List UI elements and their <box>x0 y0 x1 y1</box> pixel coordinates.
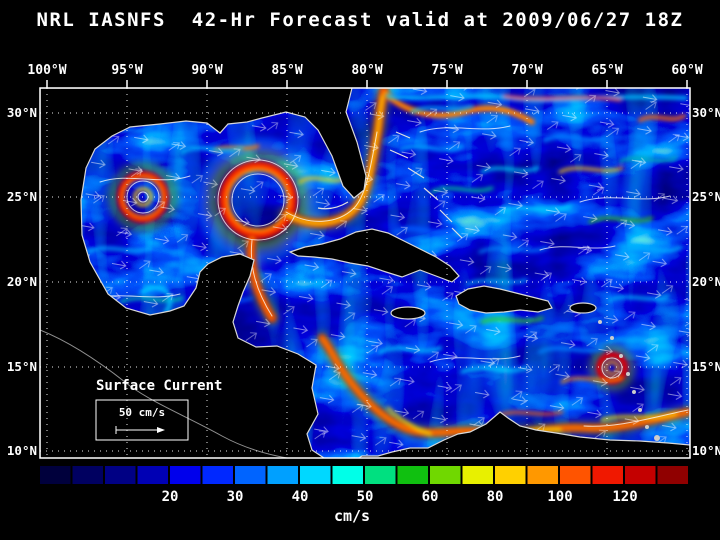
colorbar-segment <box>332 466 363 484</box>
scale-arrow-head <box>157 427 165 433</box>
lesser-antilles <box>598 320 660 441</box>
colorbar-segment <box>430 466 461 484</box>
colorbar-tick-label: 20 <box>162 489 179 505</box>
scale-box <box>95 399 189 441</box>
colorbar-tick-label: 100 <box>547 489 572 505</box>
colorbar-segment <box>137 466 168 484</box>
lat-label: 30°N <box>7 105 37 120</box>
surface-current-annotation: Surface Current 50 cm/s <box>95 378 222 441</box>
figure-title: NRL IASNFS 42-Hr Forecast valid at 2009/… <box>37 9 684 31</box>
lon-label: 90°W <box>191 63 222 78</box>
colorbar: 20 30 40 50 60 80 100 120 cm/s <box>40 466 688 525</box>
lon-label: 75°W <box>431 63 462 78</box>
colorbar-unit-label: cm/s <box>334 507 370 525</box>
lon-label: 85°W <box>271 63 302 78</box>
colorbar-segment <box>267 466 298 484</box>
colorbar-tick-label: 40 <box>292 489 309 505</box>
lat-label: 20°N <box>692 274 720 289</box>
longitude-axis: 100°W 95°W 90°W 85°W 80°W 75°W 70°W 65°W… <box>27 63 703 88</box>
lat-label: 10°N <box>7 443 37 458</box>
lat-label: 15°N <box>7 359 37 374</box>
lat-label: 20°N <box>7 274 37 289</box>
pacific-coastline <box>40 329 291 458</box>
colorbar-segment <box>170 466 201 484</box>
latitude-axis-right: 30°N 25°N 20°N 15°N 10°N <box>692 105 720 458</box>
colorbar-segment <box>40 466 71 484</box>
bahamas-islands <box>317 131 463 239</box>
colorbar-segment <box>105 466 136 484</box>
colorbar-segment <box>235 466 266 484</box>
latitude-axis-left: 30°N 25°N 20°N 15°N 10°N <box>7 105 37 458</box>
lon-label: 80°W <box>351 63 382 78</box>
lon-label: 70°W <box>511 63 542 78</box>
colorbar-segment <box>560 466 591 484</box>
lon-ticks <box>46 80 688 88</box>
grid-lines <box>40 88 690 458</box>
colorbar-segment <box>625 466 656 484</box>
map-area <box>40 88 690 458</box>
lon-label: 60°W <box>671 63 702 78</box>
lat-label: 25°N <box>7 189 37 204</box>
colorbar-tick-label: 80 <box>487 489 504 505</box>
lat-label: 25°N <box>692 189 720 204</box>
lat-label: 10°N <box>692 443 720 458</box>
colorbar-segment <box>495 466 526 484</box>
florida-keys <box>317 201 349 210</box>
lon-label: 95°W <box>111 63 142 78</box>
colorbar-tick-label: 30 <box>227 489 244 505</box>
colorbar-segment <box>300 466 331 484</box>
colorbar-tick-label: 120 <box>612 489 637 505</box>
colorbar-segment <box>462 466 493 484</box>
colorbar-segment <box>202 466 233 484</box>
lon-label: 100°W <box>27 63 66 78</box>
lat-label: 15°N <box>692 359 720 374</box>
landmasses <box>40 88 690 458</box>
landmass-south-america <box>357 411 690 458</box>
colorbar-tick-label: 60 <box>422 489 439 505</box>
colorbar-segment <box>72 466 103 484</box>
scale-label: 50 cm/s <box>119 406 165 419</box>
map-frame <box>39 87 691 459</box>
colorbar-segment <box>592 466 623 484</box>
colorbar-tick-label: 50 <box>357 489 374 505</box>
landmass-north-america <box>40 88 367 458</box>
island-cuba <box>288 228 460 283</box>
colorbar-segment <box>657 466 688 484</box>
surface-current-label: Surface Current <box>96 378 222 394</box>
colorbar-segment <box>397 466 428 484</box>
lon-label: 65°W <box>591 63 622 78</box>
island-puerto-rico <box>569 302 597 314</box>
colorbar-segment <box>527 466 558 484</box>
island-jamaica <box>390 306 426 320</box>
lat-label: 30°N <box>692 105 720 120</box>
island-hispaniola <box>455 285 553 314</box>
colorbar-segment <box>365 466 396 484</box>
